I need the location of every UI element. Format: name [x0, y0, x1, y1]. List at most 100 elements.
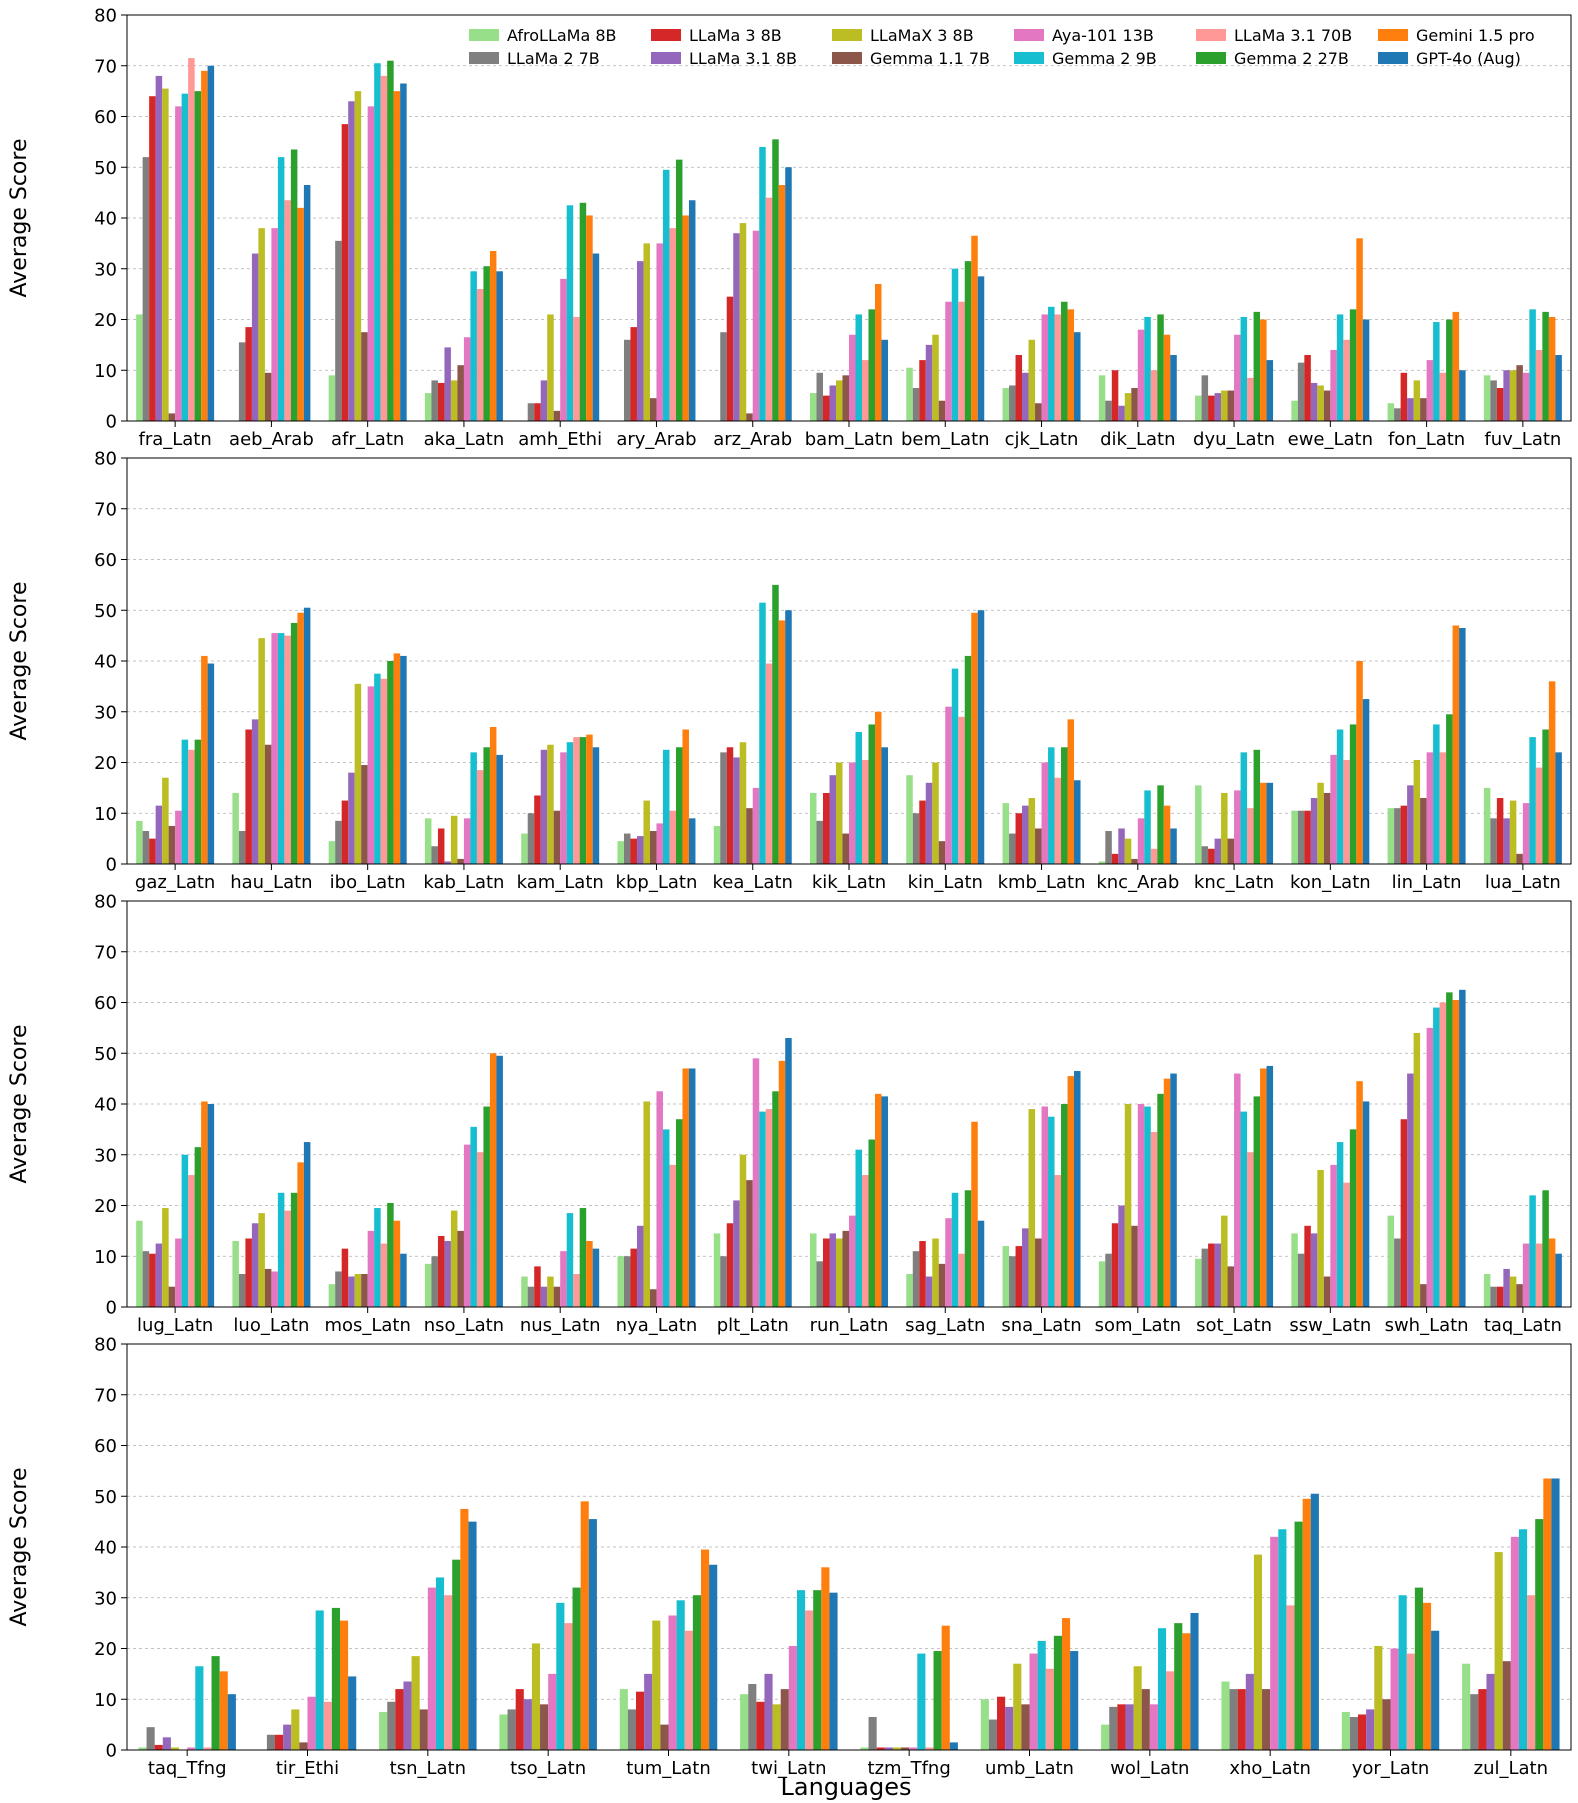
- x-tick-label: mos_Latn: [324, 1315, 410, 1336]
- bar: [649, 1289, 657, 1307]
- bar: [1174, 1623, 1183, 1751]
- bar: [746, 413, 753, 421]
- bar: [619, 1689, 628, 1750]
- bar: [868, 1139, 875, 1307]
- bar: [1227, 390, 1235, 421]
- bar: [155, 805, 163, 864]
- x-tick-label: nso_Latn: [424, 1315, 504, 1336]
- bar: [630, 838, 637, 865]
- bar: [684, 1630, 693, 1750]
- bar: [579, 1208, 587, 1307]
- bar: [592, 253, 600, 421]
- bar: [348, 101, 355, 421]
- bar: [354, 683, 362, 864]
- bar: [1503, 818, 1510, 864]
- bar: [271, 633, 278, 864]
- bar: [874, 283, 882, 421]
- bar: [1439, 752, 1447, 864]
- bar: [277, 157, 285, 421]
- bar: [424, 1263, 432, 1307]
- bar: [1041, 762, 1049, 864]
- bar: [1406, 1653, 1415, 1750]
- bar: [1317, 782, 1324, 864]
- bar: [419, 1709, 428, 1750]
- bar: [1362, 319, 1370, 421]
- bar: [476, 289, 484, 421]
- x-tick-label: xho_Latn: [1229, 1758, 1311, 1779]
- bar: [437, 1235, 445, 1307]
- bar: [829, 1233, 837, 1307]
- bar: [772, 1091, 779, 1307]
- bar: [1483, 375, 1491, 421]
- panel-4: 0 10 20 30 40 50 60 70 80 Average Score taq_Tfng ti…: [7, 1335, 1572, 1779]
- bar: [977, 1220, 985, 1307]
- bar: [424, 818, 432, 864]
- bar: [881, 339, 888, 421]
- bar: [431, 846, 438, 864]
- y-tick-label: 0: [106, 1298, 117, 1319]
- bar: [245, 1238, 252, 1307]
- bar: [1118, 1205, 1125, 1307]
- bar: [1029, 1653, 1038, 1750]
- bar: [941, 1625, 950, 1750]
- bar: [720, 752, 727, 864]
- y-tick-label: 20: [94, 753, 117, 774]
- bar: [925, 782, 933, 864]
- legend-label: LLaMa 3.1 70B: [1234, 26, 1352, 45]
- bar: [1317, 1169, 1324, 1307]
- bar: [195, 1666, 204, 1750]
- bar: [1459, 989, 1466, 1307]
- bar: [374, 673, 381, 864]
- y-tick-label: 80: [94, 892, 117, 913]
- y-tick-label: 50: [94, 1487, 117, 1508]
- bar: [1390, 1648, 1399, 1750]
- y-tick-label: 60: [94, 993, 117, 1014]
- bar: [1496, 798, 1504, 864]
- x-tick-label: sna_Latn: [1001, 1315, 1081, 1336]
- bar: [1543, 1478, 1552, 1750]
- bar: [232, 1241, 239, 1307]
- x-tick-label: kon_Latn: [1290, 872, 1371, 893]
- bar: [836, 380, 843, 421]
- bar: [643, 1101, 650, 1307]
- bar: [1555, 752, 1562, 864]
- bar: [380, 1243, 388, 1307]
- bar: [1247, 377, 1254, 421]
- plot-frame: [126, 1343, 1572, 1751]
- bar: [258, 1213, 265, 1307]
- bar: [1015, 355, 1023, 421]
- bar: [168, 1286, 176, 1307]
- bar: [207, 1104, 215, 1307]
- bar: [1247, 1152, 1254, 1307]
- y-tick-label: 10: [94, 1690, 117, 1711]
- bar: [284, 1210, 291, 1307]
- bar: [1439, 1002, 1447, 1307]
- bar: [452, 1559, 461, 1750]
- y-tick-label: 0: [106, 412, 117, 433]
- bar: [932, 1238, 939, 1307]
- bar: [1201, 375, 1209, 421]
- bar: [572, 1587, 581, 1750]
- bar: [636, 1225, 644, 1307]
- x-tick-label: afr_Latn: [331, 429, 404, 450]
- bar: [836, 762, 843, 864]
- legend-swatch: [1378, 29, 1408, 41]
- bar: [1124, 838, 1132, 865]
- bar: [1227, 838, 1235, 865]
- bar: [1323, 1276, 1331, 1307]
- bar: [403, 1681, 412, 1750]
- bar: [560, 278, 567, 421]
- bar: [573, 737, 580, 865]
- bar: [521, 1276, 528, 1307]
- bar: [1516, 853, 1523, 864]
- bar: [1163, 805, 1171, 864]
- bar: [573, 1274, 580, 1307]
- bar: [181, 93, 189, 421]
- bar: [1414, 1587, 1423, 1750]
- legend-swatch: [651, 29, 681, 41]
- bar: [1022, 805, 1029, 864]
- bar: [1098, 861, 1106, 864]
- bar: [264, 744, 272, 864]
- bar: [1061, 747, 1068, 864]
- bar: [527, 1286, 535, 1307]
